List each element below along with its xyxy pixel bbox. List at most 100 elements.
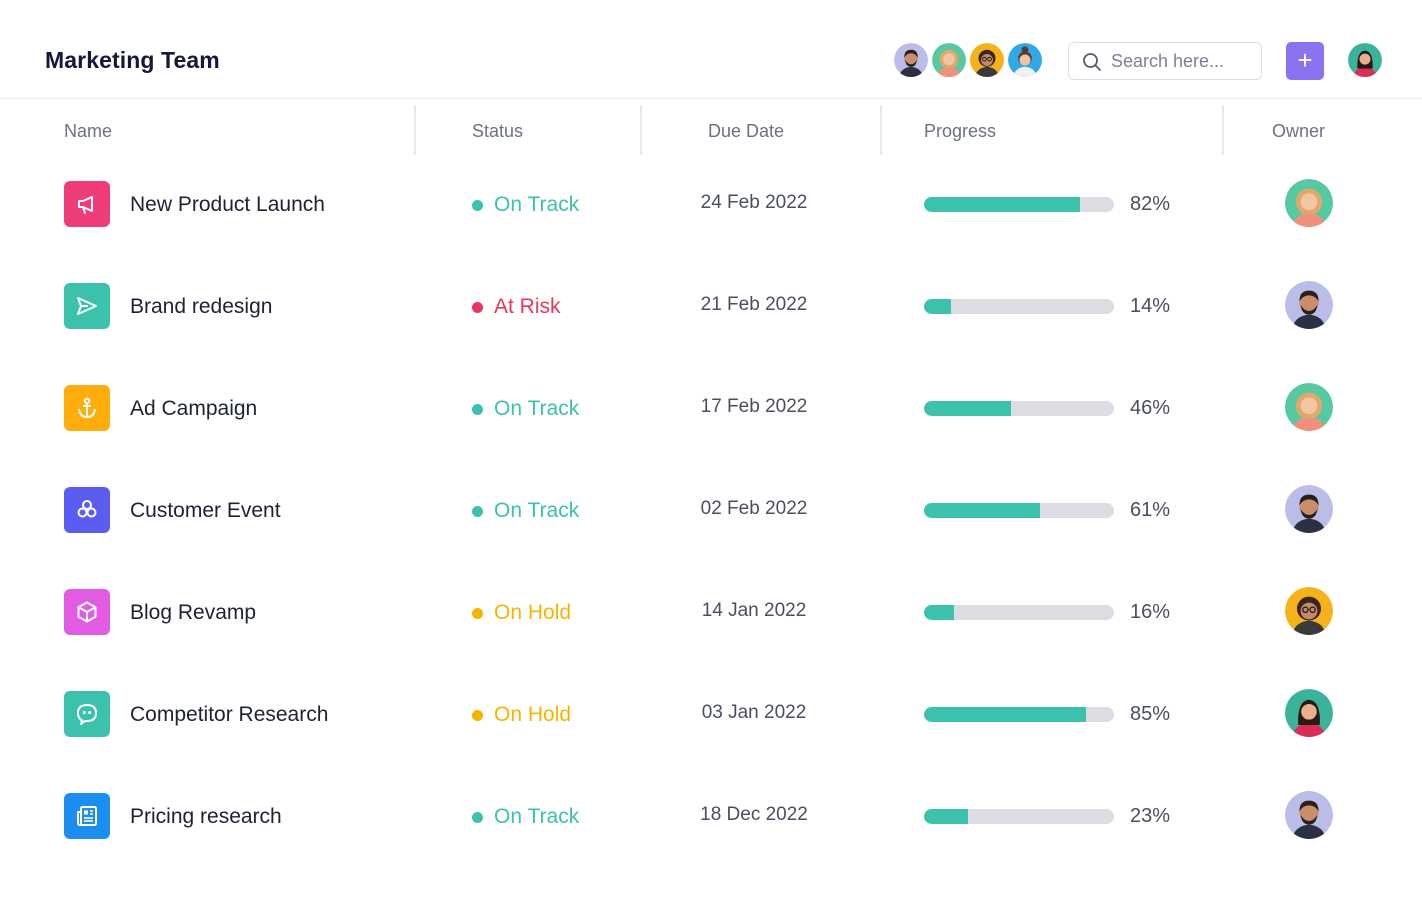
- project-icon-tile: [64, 283, 110, 329]
- status-dot: [472, 200, 483, 211]
- progress-bar: [924, 503, 1114, 518]
- project-icon-tile: [64, 181, 110, 227]
- project-name[interactable]: Pricing research: [130, 805, 282, 828]
- status-dot: [472, 506, 483, 517]
- project-name[interactable]: Customer Event: [130, 499, 281, 522]
- project-icon-tile: [64, 691, 110, 737]
- progress-percent: 61%: [1130, 499, 1171, 521]
- status-badge: On Hold: [494, 703, 572, 726]
- flower-icon: [77, 500, 97, 518]
- table-row[interactable]: New Product Launch On Track 24 Feb 2022 82%: [0, 179, 1422, 283]
- team-avatar-woman-glasses[interactable]: [968, 41, 1006, 79]
- team-avatar-man-beard[interactable]: [892, 41, 930, 79]
- progress-fill: [924, 299, 951, 314]
- status-dot: [472, 608, 483, 619]
- current-user-avatar[interactable]: [1346, 41, 1384, 79]
- column-divider[interactable]: [1222, 105, 1224, 155]
- progress-bar: [924, 707, 1114, 722]
- progress-bar: [924, 197, 1114, 212]
- owner-avatar[interactable]: [1285, 485, 1333, 533]
- table-row[interactable]: Brand redesign At Risk 21 Feb 2022 14%: [0, 281, 1422, 385]
- table-row[interactable]: Blog Revamp On Hold 14 Jan 2022 16%: [0, 587, 1422, 691]
- progress-percent: 14%: [1130, 295, 1171, 317]
- progress-fill: [924, 809, 968, 824]
- status-badge: At Risk: [494, 295, 561, 318]
- column-divider[interactable]: [640, 105, 642, 155]
- progress-fill: [924, 401, 1012, 416]
- status-badge: On Track: [494, 397, 580, 420]
- progress-percent: 82%: [1130, 193, 1171, 215]
- status-badge: On Track: [494, 193, 580, 216]
- progress-fill: [924, 503, 1040, 518]
- table-row[interactable]: Ad Campaign On Track 17 Feb 2022 46%: [0, 383, 1422, 487]
- due-date: 17 Feb 2022: [700, 396, 808, 417]
- team-avatar-woman-bun[interactable]: [1006, 41, 1044, 79]
- avatar-woman-curly-red: [1285, 383, 1333, 431]
- avatar-man-beard: [1285, 485, 1333, 533]
- page-title: Marketing Team: [45, 47, 220, 73]
- owner-avatar[interactable]: [1285, 587, 1333, 635]
- progress-percent: 16%: [1130, 601, 1171, 623]
- project-name[interactable]: New Product Launch: [130, 193, 325, 216]
- send-icon: [77, 297, 97, 315]
- project-icon-tile: [64, 487, 110, 533]
- search-icon: [1083, 53, 1101, 71]
- progress-bar: [924, 809, 1114, 824]
- due-date: 21 Feb 2022: [700, 294, 808, 315]
- due-date: 02 Feb 2022: [700, 498, 808, 519]
- status-dot: [472, 710, 483, 721]
- owner-avatar[interactable]: [1285, 689, 1333, 737]
- progress-bar: [924, 605, 1114, 620]
- project-name[interactable]: Blog Revamp: [130, 601, 257, 624]
- column-divider[interactable]: [414, 105, 416, 155]
- column-divider[interactable]: [880, 105, 882, 155]
- status-dot: [472, 812, 483, 823]
- table-row[interactable]: Competitor Research On Hold 03 Jan 2022 85%: [0, 689, 1422, 793]
- column-header-status[interactable]: Status: [472, 121, 524, 141]
- progress-percent: 23%: [1130, 805, 1171, 827]
- avatar-woman-curly-red: [1285, 179, 1333, 227]
- column-header-name[interactable]: Name: [64, 121, 113, 141]
- owner-avatar[interactable]: [1285, 791, 1333, 839]
- project-icon-tile: [64, 385, 110, 431]
- column-header-progress[interactable]: Progress: [924, 121, 997, 141]
- avatar-woman-glasses: [1285, 587, 1333, 635]
- progress-bar: [924, 401, 1114, 416]
- project-name[interactable]: Ad Campaign: [130, 397, 258, 420]
- progress-bar: [924, 299, 1114, 314]
- table-row[interactable]: Customer Event On Track 02 Feb 2022 61%: [0, 485, 1422, 589]
- quote-bubble-icon: [77, 704, 97, 725]
- owner-avatar[interactable]: [1285, 179, 1333, 227]
- status-badge: On Hold: [494, 601, 572, 624]
- due-date: 14 Jan 2022: [701, 600, 807, 621]
- status-dot: [472, 404, 483, 415]
- due-date: 03 Jan 2022: [701, 702, 807, 723]
- project-icon-tile: [64, 589, 110, 635]
- progress-fill: [924, 605, 955, 620]
- add-button[interactable]: +: [1286, 42, 1324, 80]
- status-badge: On Track: [494, 499, 580, 522]
- status-dot: [472, 302, 483, 313]
- progress-fill: [924, 197, 1080, 212]
- search-input[interactable]: [1111, 50, 1256, 72]
- due-date: 18 Dec 2022: [700, 804, 808, 825]
- cube-icon: [77, 601, 97, 623]
- status-badge: On Track: [494, 805, 580, 828]
- project-name[interactable]: Brand redesign: [130, 295, 273, 318]
- table-row[interactable]: Pricing research On Track 18 Dec 2022 23%: [0, 791, 1422, 895]
- avatar-man-beard: [1285, 281, 1333, 329]
- avatar-woman-dark-hair: [1285, 689, 1333, 737]
- owner-avatar[interactable]: [1285, 281, 1333, 329]
- column-header-due-date[interactable]: Due Date: [708, 121, 785, 141]
- progress-percent: 85%: [1130, 703, 1171, 725]
- newspaper-icon: [77, 806, 97, 826]
- megaphone-icon: [78, 196, 93, 214]
- column-header-owner[interactable]: Owner: [1272, 121, 1326, 141]
- project-name[interactable]: Competitor Research: [130, 703, 329, 726]
- owner-avatar[interactable]: [1285, 383, 1333, 431]
- due-date: 24 Feb 2022: [700, 192, 808, 213]
- team-avatar-woman-curly[interactable]: [930, 41, 968, 79]
- anchor-icon: [78, 397, 96, 419]
- project-icon-tile: [64, 793, 110, 839]
- search-box[interactable]: [1068, 42, 1262, 80]
